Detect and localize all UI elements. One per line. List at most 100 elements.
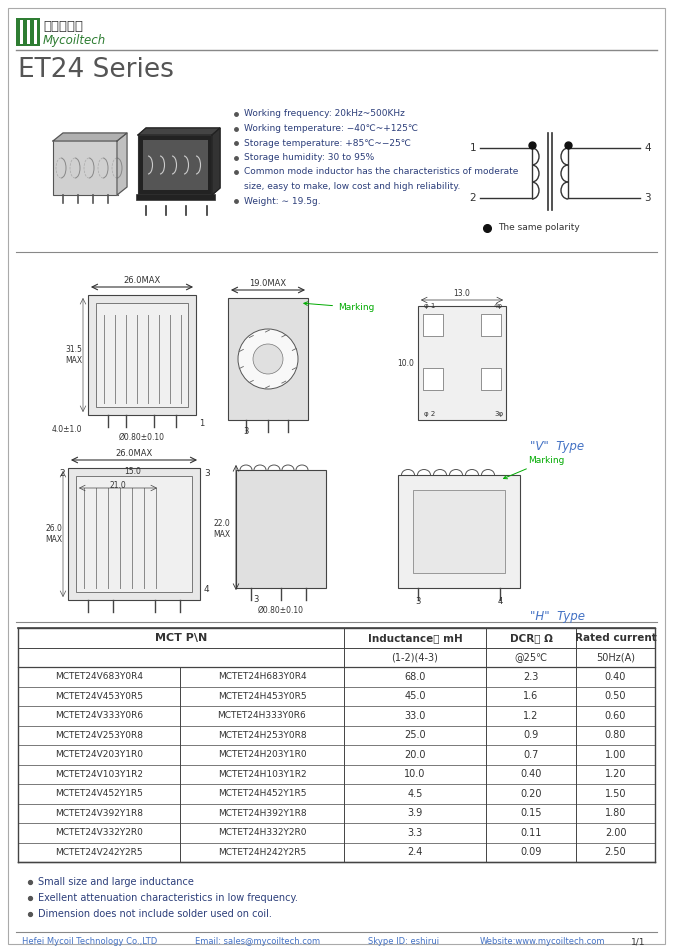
Text: Ø0.80±0.10: Ø0.80±0.10 <box>119 433 165 442</box>
Text: 50Hz(A): 50Hz(A) <box>596 652 635 663</box>
Text: 0.50: 0.50 <box>605 691 627 702</box>
Text: 3: 3 <box>644 193 651 203</box>
Text: MCTET24H333Y0R6: MCTET24H333Y0R6 <box>217 711 306 721</box>
Text: 26.0MAX: 26.0MAX <box>123 276 161 285</box>
Bar <box>20 20 23 44</box>
Text: Working frequency: 20kHz~500KHz: Working frequency: 20kHz~500KHz <box>244 109 405 118</box>
Text: φ 1: φ 1 <box>424 303 435 309</box>
Text: 2.50: 2.50 <box>604 847 627 857</box>
Text: 4: 4 <box>497 597 503 606</box>
Text: 1: 1 <box>469 143 476 153</box>
Text: 2: 2 <box>469 193 476 203</box>
Text: MCTET24H453Y0R5: MCTET24H453Y0R5 <box>217 692 306 701</box>
Bar <box>228 298 308 420</box>
Bar <box>481 314 501 336</box>
Text: MCTET24V453Y0R5: MCTET24V453Y0R5 <box>55 692 143 701</box>
Text: size, easy to make, low cost and high reliability.: size, easy to make, low cost and high re… <box>244 182 460 191</box>
Bar <box>138 135 213 195</box>
Text: 0.20: 0.20 <box>520 789 542 799</box>
Text: Inductance： mH: Inductance： mH <box>367 633 462 643</box>
Bar <box>423 368 443 390</box>
Text: MCTET24V253Y0R8: MCTET24V253Y0R8 <box>55 731 143 740</box>
Text: 15.0: 15.0 <box>125 467 141 476</box>
Text: Email: sales@mycoiltech.com: Email: sales@mycoiltech.com <box>195 938 320 946</box>
Text: Website:www.mycoiltech.com: Website:www.mycoiltech.com <box>480 938 606 946</box>
Text: 0.40: 0.40 <box>520 769 542 780</box>
Text: Working temperature: −40℃~+125℃: Working temperature: −40℃~+125℃ <box>244 124 418 133</box>
Text: Common mode inductor has the characteristics of moderate: Common mode inductor has the characteris… <box>244 168 518 176</box>
Text: 4.5: 4.5 <box>407 789 423 799</box>
Text: @25℃: @25℃ <box>514 652 548 663</box>
Bar <box>76 476 192 592</box>
Bar <box>16 18 40 46</box>
Bar <box>34 20 37 44</box>
Text: 1.2: 1.2 <box>524 711 538 721</box>
Text: 10.0: 10.0 <box>404 769 426 780</box>
Text: 10.0: 10.0 <box>397 359 414 367</box>
Bar <box>481 368 501 390</box>
Text: Skype ID: eshirui: Skype ID: eshirui <box>368 938 439 946</box>
Text: 4.0±1.0: 4.0±1.0 <box>52 425 82 433</box>
Text: 26.0MAX: 26.0MAX <box>115 449 153 458</box>
Text: 3: 3 <box>415 597 421 606</box>
Text: ET24 Series: ET24 Series <box>18 57 174 83</box>
Text: MCTET24V103Y1R2: MCTET24V103Y1R2 <box>55 770 143 779</box>
Text: 1/1: 1/1 <box>631 938 645 946</box>
Bar <box>136 194 215 200</box>
Text: 0.09: 0.09 <box>520 847 542 857</box>
Text: 3: 3 <box>253 595 258 604</box>
Text: Rated current: Rated current <box>575 633 656 643</box>
Text: 1.80: 1.80 <box>605 808 626 819</box>
Text: 19.0MAX: 19.0MAX <box>250 279 287 288</box>
Text: MCTET24V452Y1R5: MCTET24V452Y1R5 <box>55 789 143 798</box>
Text: Mycoiltech: Mycoiltech <box>43 34 106 47</box>
Circle shape <box>253 344 283 374</box>
Text: MCTET24H683Y0R4: MCTET24H683Y0R4 <box>217 672 306 682</box>
Text: Ø0.80±0.10: Ø0.80±0.10 <box>258 606 304 615</box>
Text: 1.6: 1.6 <box>524 691 538 702</box>
Text: (1-2)(4-3): (1-2)(4-3) <box>392 652 438 663</box>
Text: 1.20: 1.20 <box>605 769 627 780</box>
Text: DCR： Ω: DCR： Ω <box>509 633 553 643</box>
Text: 25.0: 25.0 <box>404 730 426 741</box>
Text: MCT P\N: MCT P\N <box>155 633 207 643</box>
Bar <box>96 303 188 407</box>
Bar <box>27 20 30 44</box>
Text: 26.0
MAX: 26.0 MAX <box>46 525 63 544</box>
Bar <box>418 306 506 420</box>
Text: 0.15: 0.15 <box>520 808 542 819</box>
Text: MCTET24V203Y1R0: MCTET24V203Y1R0 <box>55 750 143 760</box>
Text: 1: 1 <box>199 419 204 427</box>
Text: 2.3: 2.3 <box>524 672 538 682</box>
Text: MCTET24H332Y2R0: MCTET24H332Y2R0 <box>218 828 306 837</box>
Text: 0.40: 0.40 <box>605 672 626 682</box>
Text: 0.7: 0.7 <box>524 750 538 760</box>
Bar <box>413 490 505 573</box>
Text: 22.0
MAX: 22.0 MAX <box>213 519 230 539</box>
Text: 68.0: 68.0 <box>404 672 426 682</box>
Bar <box>68 468 200 600</box>
Text: 2.4: 2.4 <box>407 847 423 857</box>
Text: "H"  Type: "H" Type <box>530 610 585 623</box>
Text: Storage temperature: +85℃~−25℃: Storage temperature: +85℃~−25℃ <box>244 138 411 148</box>
Polygon shape <box>53 133 127 141</box>
Bar <box>88 295 196 415</box>
Text: Small size and large inductance: Small size and large inductance <box>38 877 194 887</box>
Text: The same polarity: The same polarity <box>498 224 579 232</box>
Text: 4φ: 4φ <box>494 303 503 309</box>
Polygon shape <box>138 128 220 135</box>
Text: 2: 2 <box>59 469 65 478</box>
Text: 13.0: 13.0 <box>454 289 470 298</box>
Text: 21.0: 21.0 <box>110 481 127 490</box>
Text: 2.00: 2.00 <box>605 827 627 838</box>
Text: MCTET24V242Y2R5: MCTET24V242Y2R5 <box>55 847 143 857</box>
Bar <box>423 314 443 336</box>
Text: 麦可一科技: 麦可一科技 <box>43 20 83 33</box>
Text: MCTET24H103Y1R2: MCTET24H103Y1R2 <box>217 770 306 779</box>
Text: MCTET24H242Y2R5: MCTET24H242Y2R5 <box>218 847 306 857</box>
Text: Storage humidity: 30 to 95%: Storage humidity: 30 to 95% <box>244 153 374 162</box>
Text: 0.11: 0.11 <box>520 827 542 838</box>
Text: 0.60: 0.60 <box>605 711 626 721</box>
Text: 20.0: 20.0 <box>404 750 426 760</box>
Text: 3: 3 <box>244 427 249 436</box>
